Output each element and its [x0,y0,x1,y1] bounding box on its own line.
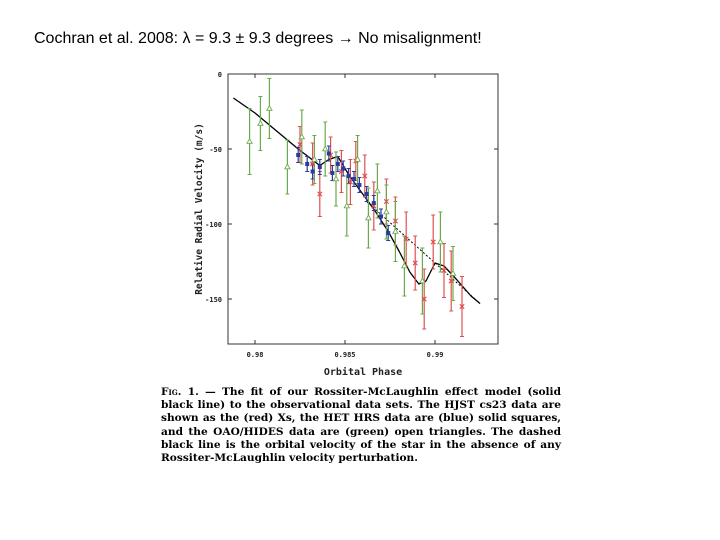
oao-triangle-marker [383,208,390,215]
x-stroke [392,218,398,224]
oao-triangle-marker [311,155,318,162]
x-stroke [430,239,436,245]
oao-triangle-marker [246,137,253,144]
x-stroke [459,303,465,310]
caption-label: Fig. 1. [161,386,199,398]
oao-triangle-marker [298,133,306,140]
oao-triangle-marker [374,187,381,194]
hjst-x-marker [441,267,447,274]
plot-frame [227,73,499,345]
x-stroke [403,236,409,242]
oao-triangle-marker [284,163,291,170]
hjst-x-marker [310,161,316,167]
x-stroke [362,173,368,179]
rv-chart: 0 -50 -100 -150 0.98 0.985 0.99 Relative Radia… [194,71,499,378]
oao-triangle-marker [437,238,444,245]
oao-triangle-marker [257,119,264,126]
x-stroke [297,141,303,148]
hjst-x-marker [430,239,436,245]
het-square-marker [364,192,369,196]
oao-triangle-marker [354,155,361,162]
figure-panel: 0 -50 -100 -150 0.98 0.985 0.99 Relative Radia… [190,70,510,380]
y-tick-label: -150 [205,296,222,304]
hjst-x-marker [412,260,418,266]
x-tick-label: 0.99 [427,351,444,359]
hjst-x-marker [383,198,389,205]
het-square-marker [371,201,376,205]
x-stroke [412,260,418,266]
hjst-x-marker [403,236,409,242]
hjst-x-marker [421,296,427,302]
het-square-marker [326,151,331,156]
x-stroke [448,278,454,284]
oao-triangle-marker [419,277,426,284]
x-stroke [383,198,389,205]
y-tick-label: -100 [205,221,222,229]
het-square-marker [330,171,335,175]
x-stroke [310,161,316,167]
x-stroke [317,191,323,197]
het-square-marker [335,162,340,166]
slide-title: Cochran et al. 2008: λ = 9.3 ± 9.3 degre… [34,30,482,47]
hjst-x-marker [362,173,368,179]
hjst-x-marker [459,303,465,310]
oao-triangle-marker [266,104,273,111]
oao-triangle-marker [332,175,340,182]
figure-caption: Fig. 1. — The fit of our Rossiter-McLaug… [161,386,561,465]
oao-triangle-marker [449,269,457,276]
oao-triangle-marker [365,214,372,221]
hjst-x-marker [317,191,323,197]
het-square-marker [341,166,346,171]
het-square-marker [352,177,356,181]
hjst-x-marker [392,218,398,224]
x-stroke [441,267,447,274]
het-square-marker [357,183,362,187]
het-square-marker [346,174,351,178]
caption-text: — The fit of our Rossiter-McLaughlin eff… [161,386,561,465]
x-stroke [347,179,353,185]
y-tick-label: -50 [209,146,222,154]
het-square-marker [379,214,383,219]
het-square-marker [305,162,310,166]
y-axis-label: Relative Radial Velocity (m/s) [194,123,205,295]
x-tick-label: 0.98 [247,351,264,359]
oao-triangle-marker [401,262,408,269]
het-square-marker [296,153,301,157]
x-axis-label: Orbital Phase [324,366,402,378]
oao-triangle-marker [343,202,351,209]
hjst-x-marker [448,278,454,284]
y-tick-label: 0 [218,71,222,79]
het-square-marker [317,165,322,169]
het-square-marker [310,169,315,174]
hjst-x-marker [297,141,303,148]
het-square-marker [386,231,391,235]
orbital-velocity-dashed-line [366,201,481,304]
oao-triangle-marker [392,227,399,234]
x-tick-label: 0.985 [334,351,355,359]
hjst-x-marker [347,179,353,185]
oao-triangle-marker [321,145,329,152]
x-stroke [421,296,427,302]
rm-model-curve [233,97,481,304]
